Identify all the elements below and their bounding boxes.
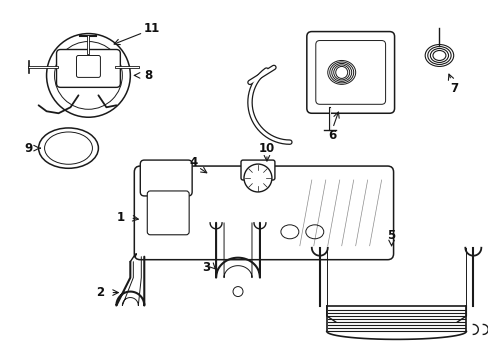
- Circle shape: [244, 164, 271, 192]
- Ellipse shape: [280, 225, 298, 239]
- Text: 5: 5: [386, 229, 395, 242]
- Text: 7: 7: [449, 82, 458, 95]
- FancyBboxPatch shape: [140, 160, 192, 196]
- FancyBboxPatch shape: [147, 191, 189, 235]
- FancyBboxPatch shape: [134, 166, 393, 260]
- Text: 3: 3: [202, 261, 210, 274]
- Text: 8: 8: [144, 69, 152, 82]
- Text: 6: 6: [328, 129, 336, 142]
- Text: 9: 9: [24, 141, 33, 155]
- Circle shape: [233, 287, 243, 297]
- Text: 4: 4: [189, 156, 197, 168]
- FancyBboxPatch shape: [57, 50, 120, 87]
- Text: 10: 10: [258, 141, 274, 155]
- Text: 2: 2: [96, 286, 104, 299]
- FancyBboxPatch shape: [241, 160, 274, 180]
- FancyBboxPatch shape: [76, 55, 100, 77]
- Ellipse shape: [305, 225, 323, 239]
- Text: 11: 11: [144, 22, 160, 35]
- Text: 1: 1: [116, 211, 124, 224]
